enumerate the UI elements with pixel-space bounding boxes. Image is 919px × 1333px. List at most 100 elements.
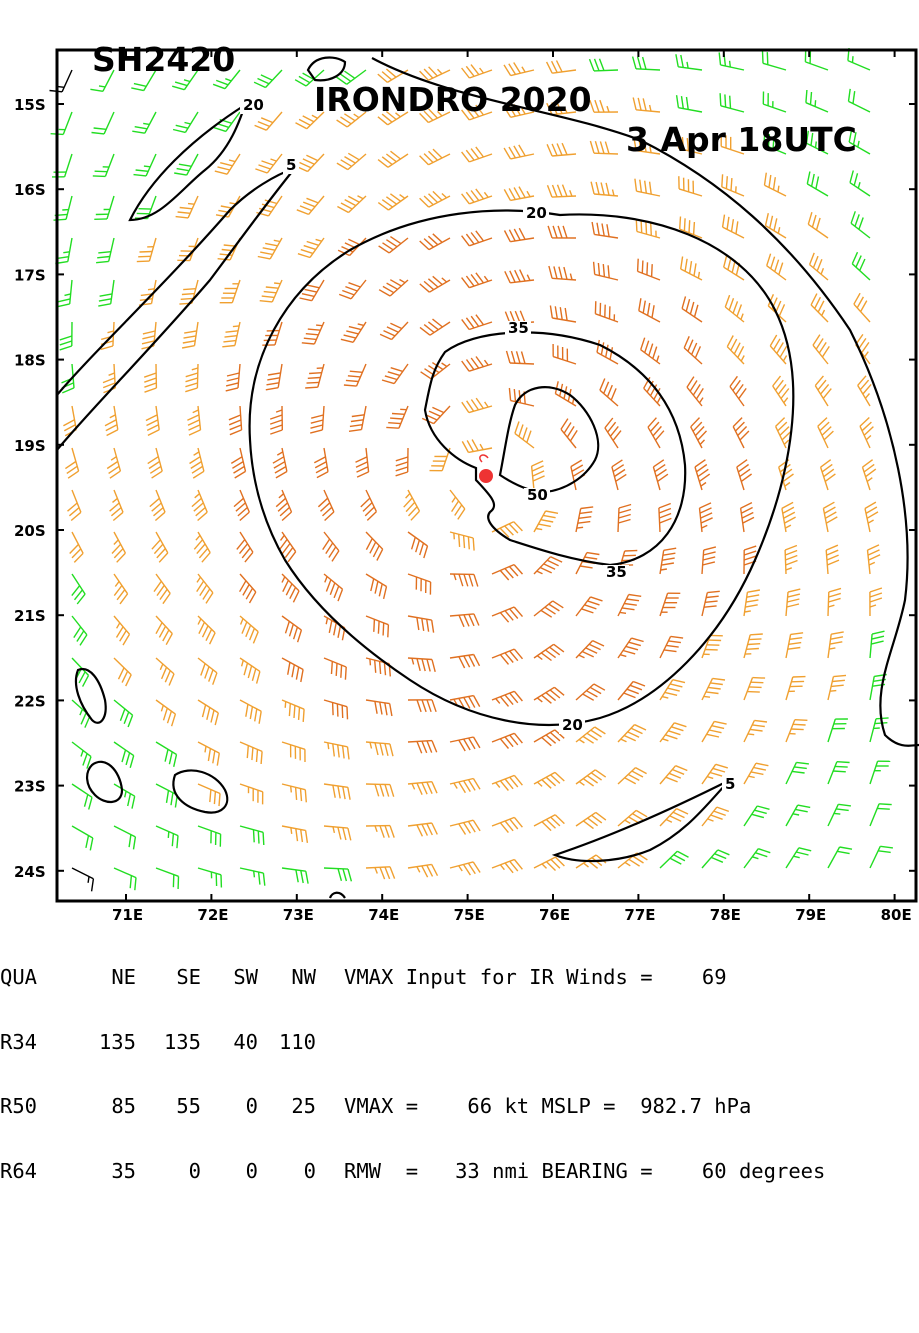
wind-barb — [156, 742, 177, 767]
wind-barb — [462, 65, 492, 78]
wind-barb — [240, 868, 265, 886]
lat-label: 18S — [14, 352, 46, 370]
wind-barb — [254, 70, 282, 88]
wind-barb — [366, 784, 394, 797]
lon-label: 71E — [112, 906, 143, 924]
wind-barb — [114, 826, 135, 849]
wind-barb — [534, 601, 563, 617]
wind-barb — [677, 95, 702, 112]
wind-barb — [270, 406, 282, 434]
wind-barb — [737, 460, 752, 490]
wind-barb — [786, 589, 800, 616]
wind-barb — [144, 364, 156, 392]
wind-barb — [310, 406, 324, 433]
wind-barb — [547, 61, 576, 74]
wind-barb — [300, 280, 325, 301]
wind-barb — [420, 276, 450, 292]
lon-label: 74E — [368, 906, 399, 924]
wind-barb — [773, 376, 789, 406]
wind-barb — [684, 336, 702, 364]
wind-barb — [660, 851, 689, 868]
wind-barb — [156, 868, 179, 889]
wind-barb — [592, 222, 618, 238]
wind-barb — [57, 280, 72, 307]
wind-barb — [134, 154, 157, 176]
wind-barb — [504, 63, 534, 76]
wind-barb — [818, 418, 834, 448]
wind-barb — [282, 826, 307, 843]
wind-barb — [366, 574, 387, 599]
wind-barb — [870, 804, 892, 826]
wind-barb — [576, 684, 605, 700]
wind-barb — [828, 632, 844, 658]
wind-barb — [96, 238, 114, 263]
wind-barb — [258, 238, 282, 259]
wind-barb — [240, 700, 261, 724]
wind-barb — [765, 173, 787, 196]
contour-label: 35 — [508, 319, 529, 337]
wind-barb — [420, 191, 450, 207]
wind-barb — [786, 762, 809, 784]
wind-barb — [870, 631, 885, 658]
wind-barb — [366, 658, 390, 676]
wind-barb — [612, 460, 626, 490]
wind-barb — [702, 678, 725, 700]
wind-barb — [282, 784, 306, 802]
row-label: R64 — [0, 1161, 37, 1183]
lon-label: 72E — [197, 906, 228, 924]
wind-barb — [462, 273, 492, 288]
wind-barb — [633, 98, 660, 113]
wind-barb — [549, 266, 576, 280]
wind-barb — [492, 817, 522, 832]
wind-barb — [296, 154, 324, 172]
wind-barb — [702, 850, 729, 868]
contour-20kt-main — [250, 211, 794, 725]
wind-barb — [50, 70, 73, 92]
wind-barb — [450, 696, 480, 710]
wind-barb — [72, 868, 93, 891]
wind-barb — [638, 259, 660, 280]
wind-barb — [378, 151, 408, 167]
wind-barb — [94, 196, 114, 219]
wind-barb — [828, 675, 846, 700]
wind-barb — [337, 196, 366, 213]
wind-barb — [828, 804, 851, 826]
storm-id: SH2420 — [92, 40, 235, 80]
wind-barb — [229, 406, 242, 435]
wind-barb — [590, 141, 618, 154]
wind-barb — [273, 448, 287, 478]
wind-barb — [854, 293, 870, 322]
wind-barb — [114, 700, 133, 727]
wind-barb — [618, 682, 645, 701]
wind-barb — [324, 826, 351, 840]
wind-barb — [550, 306, 576, 323]
wind-barb — [492, 649, 523, 664]
wind-barb — [194, 532, 210, 562]
wind-barb — [648, 418, 664, 448]
wind-barb — [450, 614, 479, 627]
header-se: SE — [155, 967, 201, 989]
lat-label: 19S — [14, 437, 46, 455]
wind-barb — [112, 532, 125, 562]
wind-barb — [782, 502, 796, 532]
wind-barb — [852, 252, 870, 280]
wind-barb — [591, 182, 618, 196]
wind-barb — [132, 112, 156, 133]
wind-barb — [341, 322, 366, 342]
wind-barb — [187, 406, 200, 435]
wind-barb — [255, 112, 282, 130]
wind-barb — [173, 112, 198, 132]
lat-label: 16S — [14, 181, 46, 199]
wind-barb — [298, 238, 324, 258]
wind-barbs — [50, 48, 893, 891]
header-ne: NE — [90, 967, 136, 989]
wind-barb — [366, 700, 392, 716]
wind-barb — [850, 171, 870, 197]
wind-barb — [114, 616, 130, 645]
wind-barb — [218, 238, 240, 260]
wind-barb — [462, 315, 492, 330]
wind-barb — [691, 418, 707, 448]
wind-barb — [152, 532, 168, 562]
wind-barb — [786, 848, 811, 868]
wind-barb — [547, 143, 576, 156]
